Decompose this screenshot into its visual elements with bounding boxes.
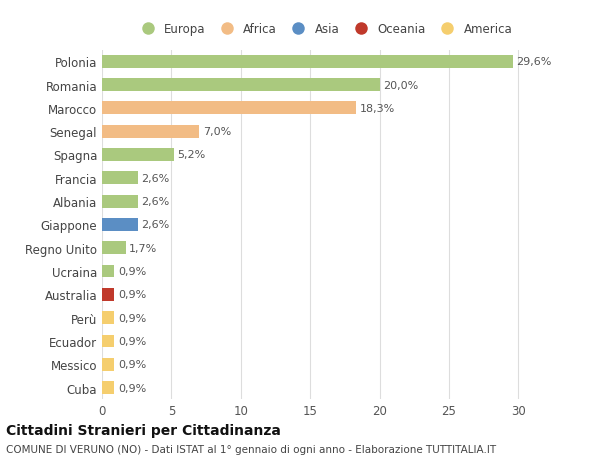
Text: 0,9%: 0,9% (118, 336, 146, 346)
Text: 2,6%: 2,6% (142, 196, 170, 207)
Text: 2,6%: 2,6% (142, 220, 170, 230)
Text: 18,3%: 18,3% (359, 104, 395, 114)
Text: 2,6%: 2,6% (142, 174, 170, 184)
Bar (102, 56, 513, 68)
Text: 7,0%: 7,0% (203, 127, 231, 137)
Text: 0,9%: 0,9% (118, 359, 146, 369)
Bar (102, 242, 125, 255)
Bar (102, 195, 138, 208)
Text: 0,9%: 0,9% (118, 266, 146, 276)
Bar (102, 79, 380, 92)
Text: 0,9%: 0,9% (118, 383, 146, 393)
Bar (102, 381, 115, 394)
Bar (102, 265, 115, 278)
Bar (102, 358, 115, 371)
Text: 0,9%: 0,9% (118, 313, 146, 323)
Text: 0,9%: 0,9% (118, 290, 146, 300)
Text: Cittadini Stranieri per Cittadinanza: Cittadini Stranieri per Cittadinanza (6, 423, 281, 437)
Bar (102, 312, 115, 325)
Bar (102, 335, 115, 347)
Legend: Europa, Africa, Asia, Oceania, America: Europa, Africa, Asia, Oceania, America (131, 18, 517, 40)
Bar (102, 125, 199, 138)
Bar (102, 288, 115, 301)
Bar (102, 172, 138, 185)
Bar (102, 218, 138, 231)
Text: 1,7%: 1,7% (129, 243, 157, 253)
Text: COMUNE DI VERUNO (NO) - Dati ISTAT al 1° gennaio di ogni anno - Elaborazione TUT: COMUNE DI VERUNO (NO) - Dati ISTAT al 1°… (6, 444, 496, 454)
Bar (102, 149, 174, 162)
Bar (102, 102, 356, 115)
Text: 5,2%: 5,2% (178, 150, 206, 160)
Text: 29,6%: 29,6% (516, 57, 551, 67)
Text: 20,0%: 20,0% (383, 80, 418, 90)
